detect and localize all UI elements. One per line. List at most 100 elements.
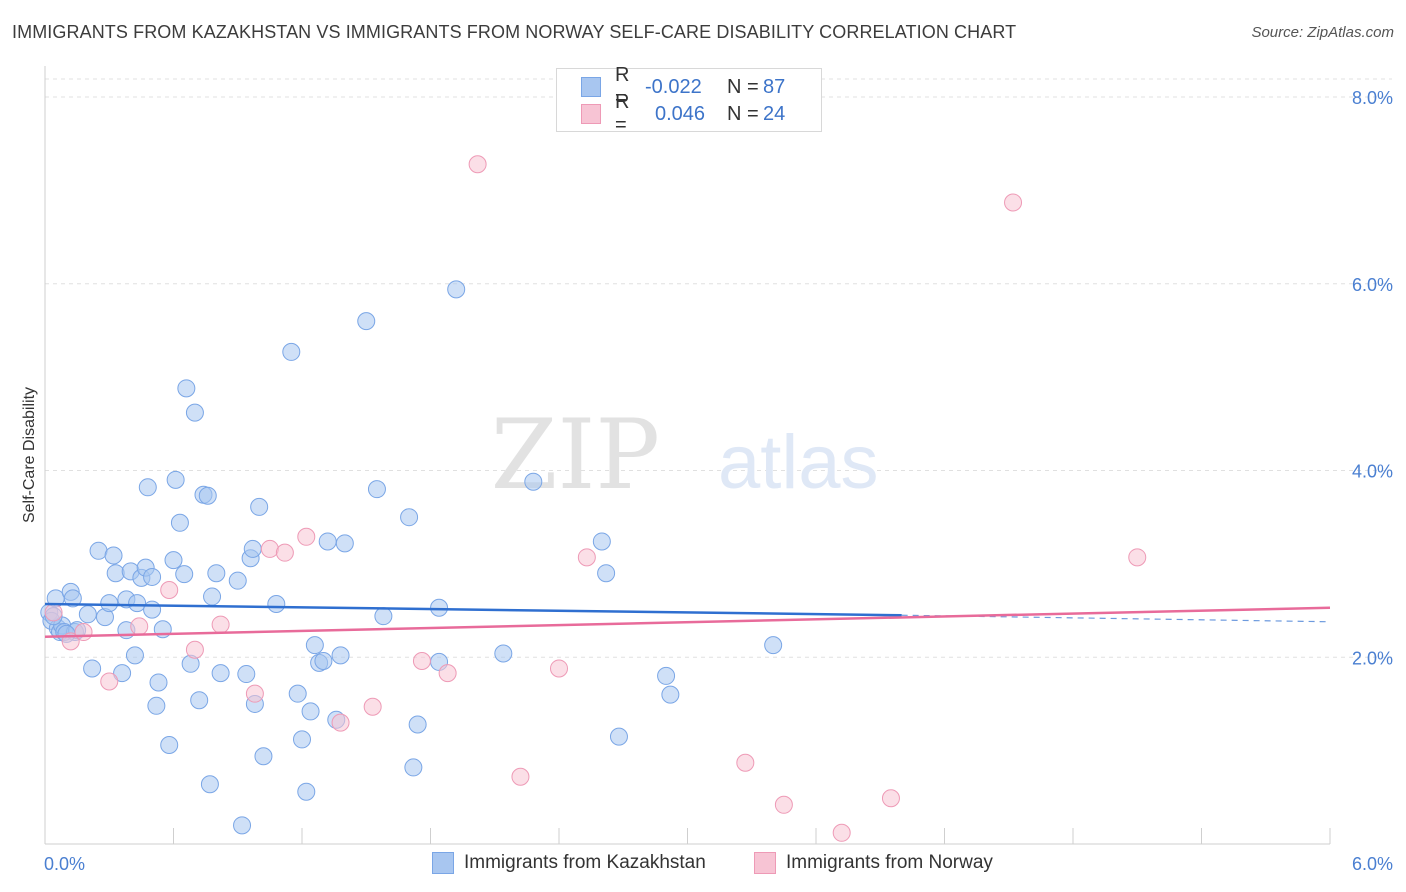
legend-swatch-norway <box>581 104 601 124</box>
legend-label-norway: Immigrants from Norway <box>786 852 993 873</box>
point-norway <box>511 767 530 786</box>
point-kazakhstan <box>89 541 108 560</box>
legend-r-value: -0.022 <box>645 75 702 98</box>
point-norway <box>832 823 851 842</box>
point-kazakhstan <box>143 600 162 619</box>
point-kazakhstan <box>374 607 393 626</box>
point-kazakhstan <box>282 342 301 361</box>
point-kazakhstan <box>400 508 419 527</box>
point-norway <box>130 617 149 636</box>
point-kazakhstan <box>592 532 611 551</box>
point-norway <box>1128 548 1147 567</box>
correlation-legend: R = -0.022 N = 87 R = 0.046 N = 24 <box>556 64 822 136</box>
point-kazakhstan <box>250 497 269 516</box>
point-kazakhstan <box>764 636 783 655</box>
y-tick-label: 4.0% <box>1352 462 1393 482</box>
point-kazakhstan <box>297 782 316 801</box>
point-norway <box>774 795 793 814</box>
point-kazakhstan <box>524 472 543 491</box>
point-norway <box>44 603 63 622</box>
point-norway <box>74 623 93 642</box>
point-kazakhstan <box>228 571 247 590</box>
y-tick-label: 8.0% <box>1352 88 1393 108</box>
point-norway <box>297 527 316 546</box>
point-norway <box>577 548 596 567</box>
point-kazakhstan <box>203 587 222 606</box>
watermark-zip: ZIP <box>491 399 660 511</box>
point-kazakhstan <box>83 659 102 678</box>
point-norway <box>363 697 382 716</box>
point-kazakhstan <box>149 673 168 692</box>
trend-line-kazakhstan <box>44 602 902 617</box>
point-kazakhstan <box>318 532 337 551</box>
point-norway <box>275 543 294 562</box>
point-kazakhstan <box>301 702 320 721</box>
point-kazakhstan <box>128 594 147 613</box>
point-kazakhstan <box>314 651 333 670</box>
point-kazakhstan <box>106 564 125 583</box>
point-kazakhstan <box>170 513 189 532</box>
point-kazakhstan <box>367 480 386 499</box>
point-kazakhstan <box>138 478 157 497</box>
point-kazakhstan <box>160 736 179 755</box>
y-tick-label: 6.0% <box>1352 275 1393 295</box>
point-norway <box>468 155 487 174</box>
point-kazakhstan <box>657 666 676 685</box>
legend-row-kazakhstan: R = -0.022 N = 87 <box>581 64 786 109</box>
watermark-atlas: atlas <box>718 420 879 505</box>
point-kazakhstan <box>357 312 376 331</box>
point-kazakhstan <box>63 589 82 608</box>
point-kazakhstan <box>331 646 350 665</box>
point-kazakhstan <box>267 595 286 614</box>
point-kazakhstan <box>335 534 354 553</box>
x-tick-label: 0.0% <box>44 854 85 874</box>
legend-n-value: 87 <box>763 75 786 98</box>
legend-r-value: 0.046 <box>655 102 706 125</box>
point-norway <box>438 664 457 683</box>
point-kazakhstan <box>430 598 449 617</box>
point-norway <box>260 539 279 558</box>
trend-lines <box>44 602 1331 638</box>
point-kazakhstan <box>254 747 273 766</box>
legend-swatch-norway <box>754 852 776 874</box>
point-norway <box>550 659 568 678</box>
legend-r-label: R = <box>615 91 630 136</box>
legend-swatch-kazakhstan <box>581 77 601 97</box>
point-norway <box>1004 193 1023 212</box>
point-kazakhstan <box>243 539 262 558</box>
point-kazakhstan <box>661 685 680 704</box>
y-tick-label: 2.0% <box>1352 648 1393 668</box>
point-kazakhstan <box>233 816 252 835</box>
axes <box>44 66 1331 845</box>
point-kazakhstan <box>166 470 185 489</box>
point-norway <box>331 713 350 732</box>
point-kazakhstan <box>113 664 132 683</box>
point-kazakhstan <box>200 775 219 794</box>
legend-n-label: N = <box>727 102 759 125</box>
point-norway <box>245 684 264 703</box>
y-tick-labels: 8.0% 6.0% 4.0% 2.0% <box>1352 88 1393 668</box>
legend-item-kazakhstan[interactable]: Immigrants from Kazakhstan <box>432 852 706 874</box>
point-kazakhstan <box>494 644 513 663</box>
point-kazakhstan <box>185 403 204 422</box>
point-kazakhstan <box>237 665 256 684</box>
point-kazakhstan <box>175 565 194 584</box>
point-kazakhstan <box>597 564 616 583</box>
source-label: Source: ZipAtlas.com <box>1251 24 1394 41</box>
point-kazakhstan <box>78 605 97 624</box>
legend-item-norway[interactable]: Immigrants from Norway <box>754 852 993 874</box>
point-norway <box>881 789 900 808</box>
legend-row-norway: R = 0.046 N = 24 <box>581 91 785 136</box>
point-kazakhstan <box>177 379 196 398</box>
point-kazakhstan <box>100 594 119 613</box>
point-norway <box>736 753 755 772</box>
point-kazakhstan <box>288 684 307 703</box>
point-kazakhstan <box>293 730 311 749</box>
scatter-points <box>40 155 1147 842</box>
point-kazakhstan <box>190 691 209 710</box>
point-kazakhstan <box>147 696 166 715</box>
point-kazakhstan <box>609 727 628 746</box>
point-norway <box>160 581 179 600</box>
y-axis-title: Self-Care Disability <box>21 387 38 523</box>
